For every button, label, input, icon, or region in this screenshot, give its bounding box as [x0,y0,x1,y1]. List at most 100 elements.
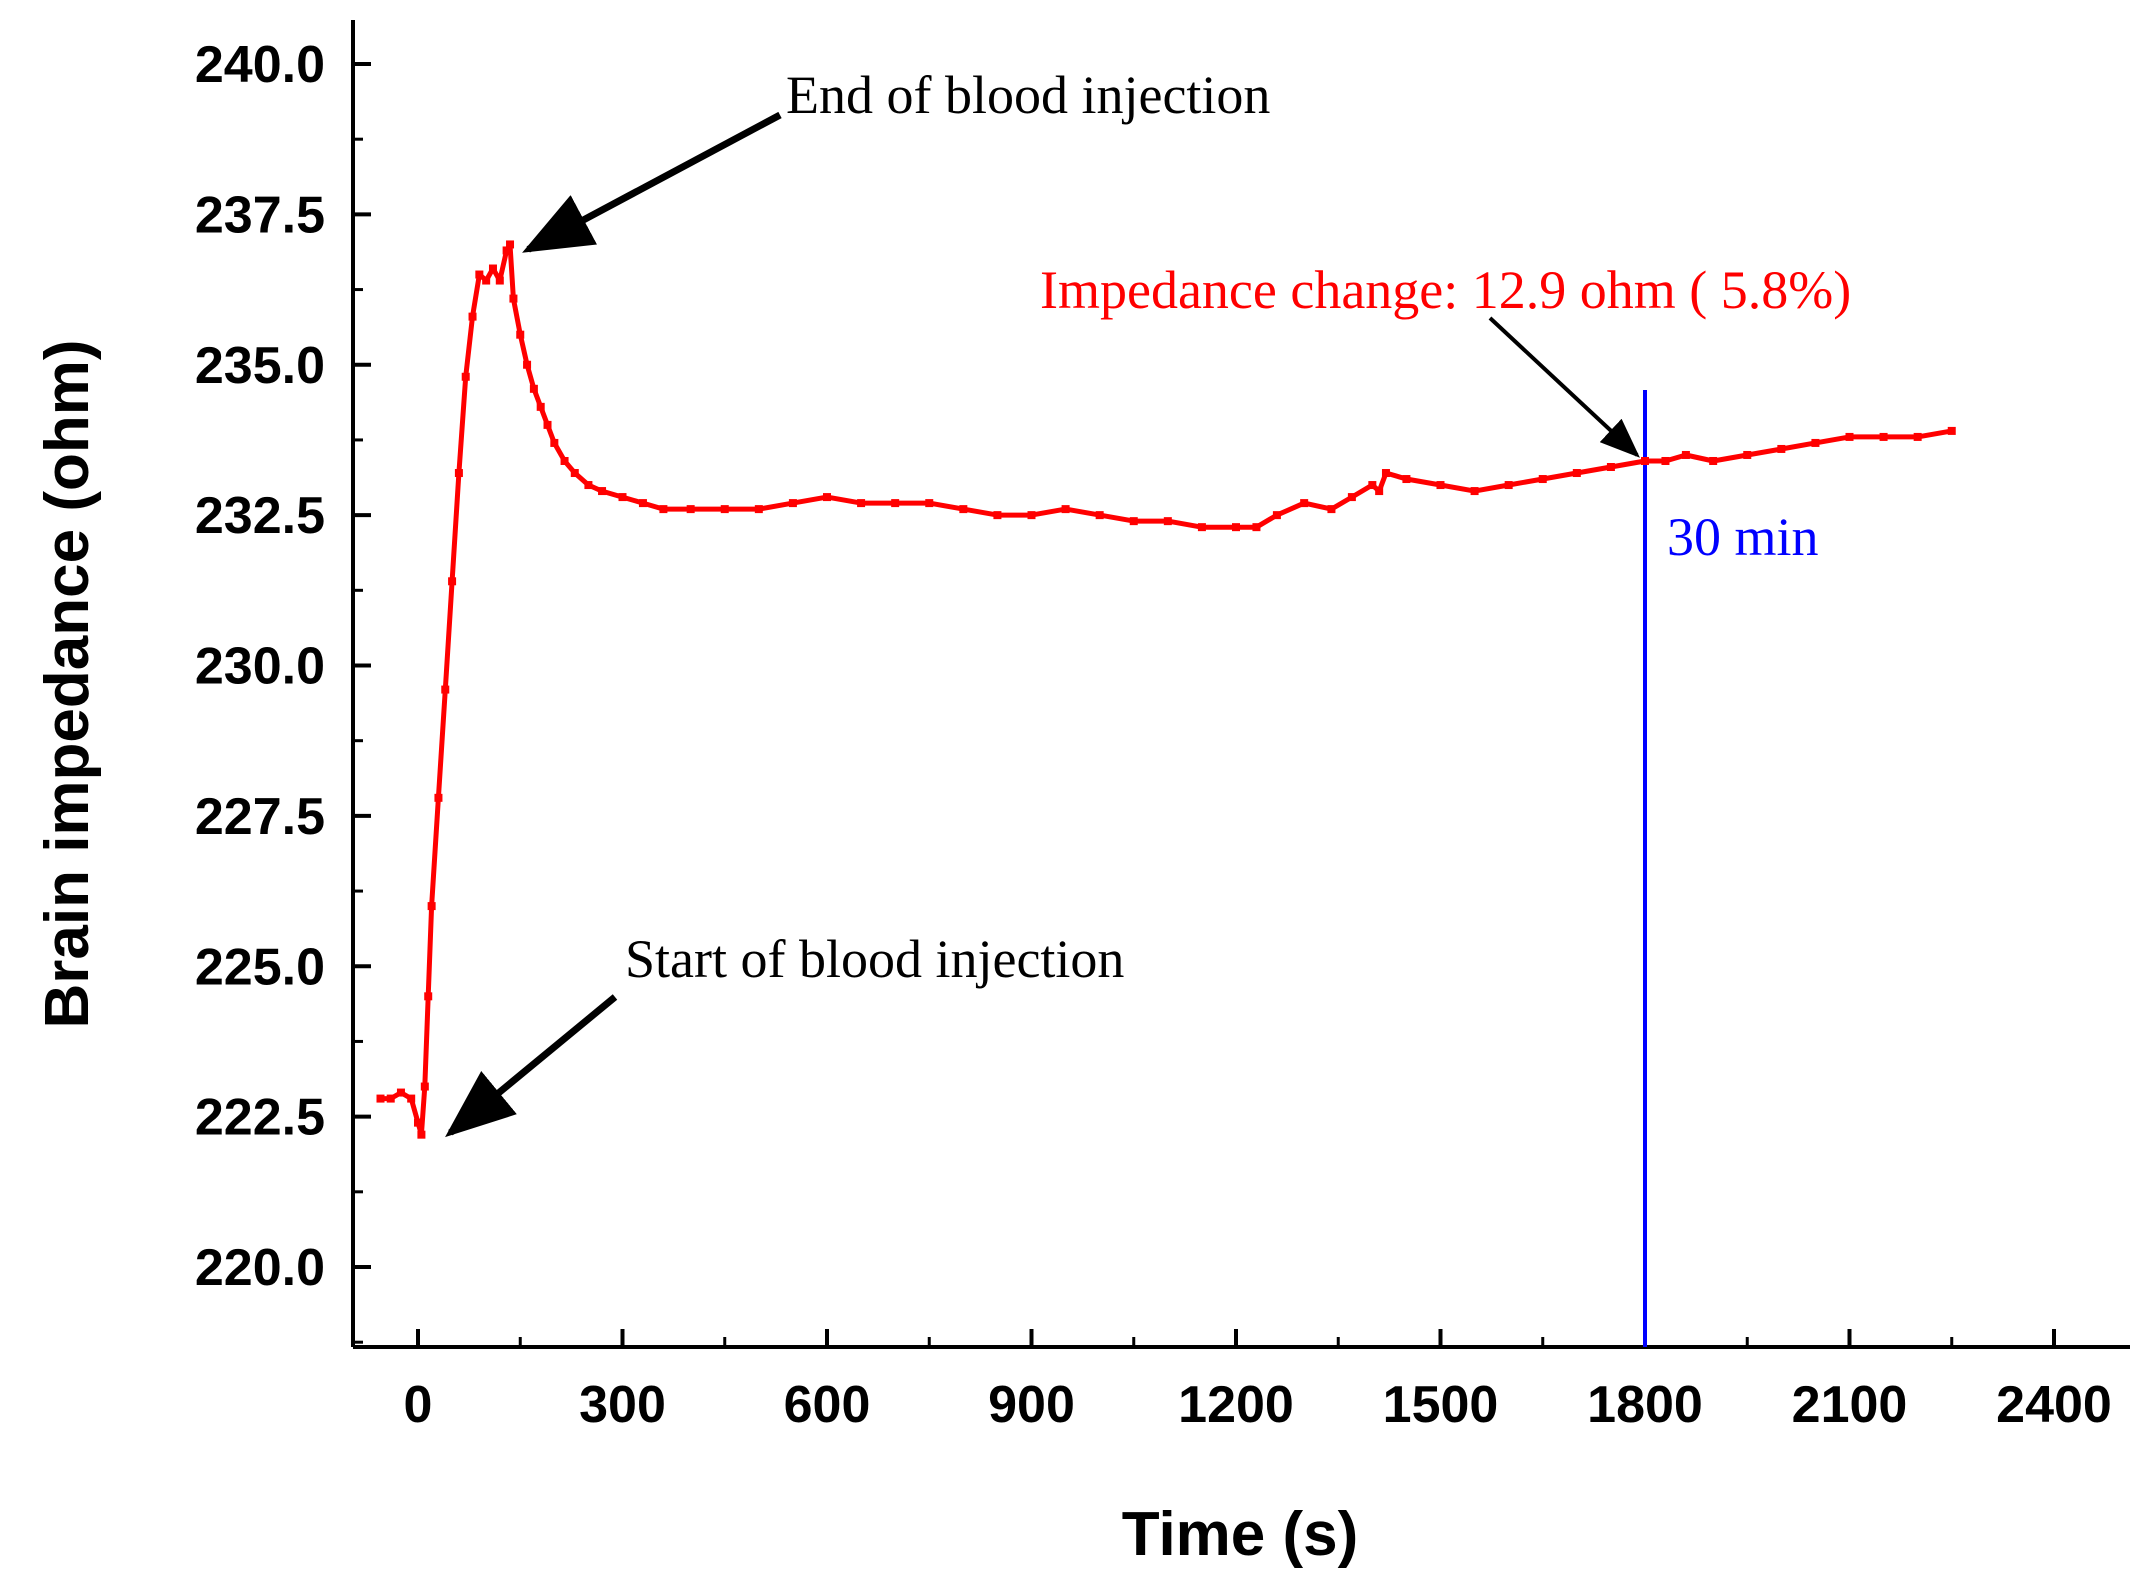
x-tick-label: 2100 [1792,1376,1908,1434]
data-point [448,577,457,586]
x-tick-label: 2400 [1996,1376,2112,1434]
y-tick-label: 227.5 [195,788,325,846]
series-line-brain-impedance [380,242,1953,1138]
y-ticks: 220.0 222.5 225.0 227.5 230.0 232.5 235.0 237.5… [195,36,371,1344]
data-point [1368,481,1377,490]
data-point [560,456,569,465]
x-tick-label: 1500 [1383,1376,1499,1434]
data-point [598,487,607,496]
data-point [1347,493,1356,502]
data-point [396,1088,405,1097]
y-tick-label: 225.0 [195,938,325,996]
data-point [584,481,593,490]
data-point [1375,487,1384,496]
y-tick-label: 222.5 [195,1089,325,1147]
data-point [1879,432,1888,441]
data-point [754,505,763,514]
data-point [468,312,477,321]
data-point [506,240,515,249]
data-point [1572,469,1581,478]
x-tick-label: 900 [988,1376,1075,1434]
arrow-end-injection [522,111,782,253]
data-point [482,276,491,285]
data-point [376,1094,385,1103]
data-point [488,264,497,273]
data-point [420,1082,429,1091]
data-point [570,469,579,478]
data-point [1661,456,1670,465]
data-point [424,992,433,1001]
arrow-impedance-change [1488,316,1640,458]
data-point [509,294,518,303]
data-point [1129,517,1138,526]
data-point [1641,456,1649,465]
data-point [441,685,450,694]
data-point [1436,481,1445,490]
data-point [1272,511,1281,520]
data-point [891,499,900,508]
data-point [502,246,511,255]
annotation-start-injection: Start of blood injection [625,929,1124,989]
x-tick-label: 600 [784,1376,871,1434]
data-point [1402,475,1411,484]
data-point [1913,432,1922,441]
data-point [1504,481,1513,490]
data-point [1163,517,1172,526]
data-point [536,402,545,411]
data-point [925,499,934,508]
data-point [1061,505,1070,514]
y-tick-label: 235.0 [195,337,325,395]
data-point [1538,475,1547,484]
data-point [523,360,532,369]
y-tick-label: 232.5 [195,487,325,545]
data-point [1027,511,1036,520]
y-axis-title: Brain impedance (ohm) [33,340,102,1029]
data-point [1300,499,1309,508]
y-tick-label: 237.5 [195,186,325,244]
data-point [427,902,436,911]
data-point [788,499,797,508]
data-point [993,511,1002,520]
x-ticks: 0 300 600 900 1200 1500 1800 2100 2400 [404,1329,2112,1434]
data-point [407,1094,416,1103]
x-tick-label: 1200 [1178,1376,1294,1434]
data-point [495,276,504,285]
data-point [659,505,668,514]
data-point [529,384,538,393]
data-point [1743,450,1752,459]
data-point [475,270,484,279]
data-point [1095,511,1104,520]
data-point [720,505,729,514]
data-point [386,1094,395,1103]
x-tick-label: 1800 [1587,1376,1703,1434]
data-point [1845,432,1854,441]
data-point [1327,505,1336,514]
data-point [454,469,463,478]
data-point [1232,523,1240,532]
y-tick-label: 240.0 [195,36,325,94]
x-tick-label: 300 [579,1376,666,1434]
arrow-start-injection [445,994,618,1138]
data-point [1470,487,1479,496]
y-tick-label: 230.0 [195,638,325,696]
data-point [823,493,831,502]
data-point [550,438,559,447]
data-point [686,505,695,514]
annotation-end-injection: End of blood injection [786,65,1270,125]
data-point [417,1130,426,1139]
data-point [543,420,552,429]
data-point [1606,463,1615,472]
data-point [434,793,443,802]
data-point [414,1118,422,1127]
data-point [959,505,968,514]
data-point [461,372,470,381]
data-point [1197,523,1206,532]
x-tick-label: 0 [404,1376,433,1434]
data-point [1777,444,1786,453]
data-point [516,330,525,339]
annotation-impedance-change: Impedance change: 12.9 ohm ( 5.8%) [1040,260,1851,320]
data-point [638,499,647,508]
data-point [1947,426,1956,435]
y-tick-label: 220.0 [195,1239,325,1297]
